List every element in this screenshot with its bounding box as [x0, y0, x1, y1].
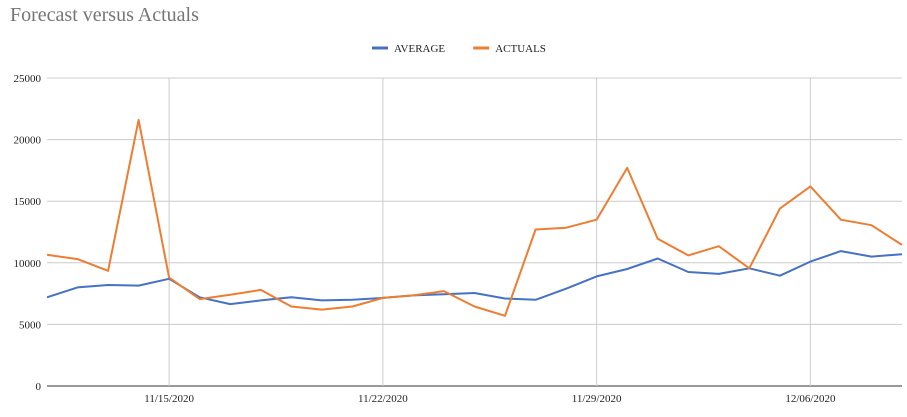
- legend-label: AVERAGE: [394, 43, 445, 55]
- legend-item-average: AVERAGE: [372, 43, 445, 55]
- x-tick-label: 11/22/2020: [358, 393, 408, 405]
- y-tick-label: 10000: [14, 258, 42, 270]
- y-tick-label: 25000: [14, 73, 42, 85]
- legend-item-actuals: ACTUALS: [473, 43, 546, 55]
- x-tick-label: 11/29/2020: [572, 393, 622, 405]
- y-tick-label: 0: [36, 381, 42, 393]
- y-tick-label: 5000: [19, 319, 42, 331]
- chart-title: Forecast versus Actuals: [10, 4, 199, 26]
- x-tick-label: 12/06/2020: [785, 393, 836, 405]
- y-tick-label: 15000: [14, 196, 42, 208]
- x-tick-label: 11/15/2020: [144, 393, 194, 405]
- series-line-average: [46, 250, 903, 306]
- y-tick-label: 20000: [14, 135, 42, 147]
- series-line-actuals: [46, 118, 903, 317]
- legend-label: ACTUALS: [495, 43, 546, 55]
